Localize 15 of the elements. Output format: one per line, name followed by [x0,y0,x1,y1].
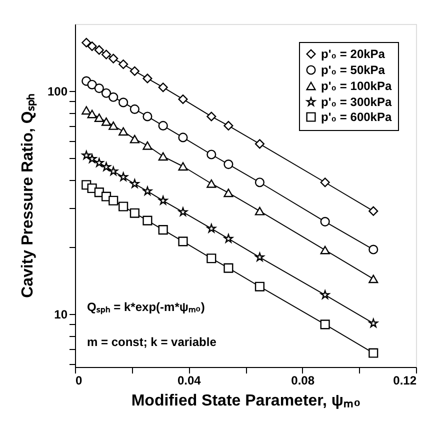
annotation: m = const; k = variable [87,335,217,349]
legend-label: p'₀ = 50kPa [321,63,386,77]
x-tick-label: 0.04 [177,374,202,388]
legend-label: p'₀ = 20kPa [321,47,386,61]
y-axis-title: Cavity Pressure Ratio, Qₛₚₕ [19,94,38,298]
x-tick-label: 0.12 [393,374,417,388]
legend-label: p'₀ = 100kPa [321,79,392,93]
y-tick-label: 100 [47,84,68,99]
y-tick-label: 10 [54,308,68,322]
legend-label: p'₀ = 300kPa [321,95,392,109]
x-axis-title: Modified State Parameter, ψₘ₀ [131,392,361,410]
x-tick-label: 0.08 [291,374,315,388]
annotation: Qₛₚₕ = k*exp(-m*ψₘ₀) [87,300,205,315]
x-tick-label: 0 [76,374,82,388]
legend-label: p'₀ = 600kPa [321,110,392,124]
